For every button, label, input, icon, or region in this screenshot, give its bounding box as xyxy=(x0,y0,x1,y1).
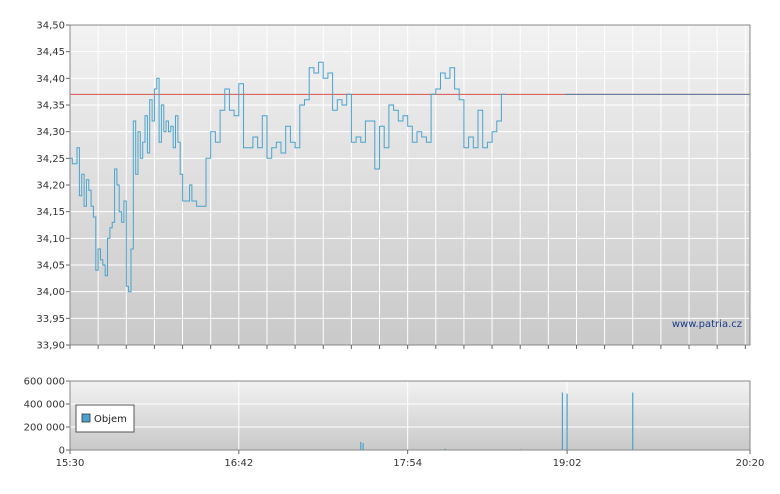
time-x-tick-label: 19:02 xyxy=(553,458,582,469)
price-y-tick-label: 33,90 xyxy=(36,341,65,352)
price-y-tick-label: 34,45 xyxy=(36,47,65,58)
price-y-tick-label: 34,10 xyxy=(36,234,65,245)
legend-label: Objem xyxy=(94,414,127,425)
price-y-tick-label: 34,50 xyxy=(36,21,65,32)
volume-plot-area xyxy=(70,381,750,450)
volume-y-axis: 600 000 400 000 200 000 0 xyxy=(24,377,70,457)
price-y-tick-label: 34,35 xyxy=(36,101,65,112)
time-x-axis: 15:30 16:42 17:54 19:02 20:20 xyxy=(56,450,765,469)
legend: Objem xyxy=(75,404,135,433)
volume-frame xyxy=(69,380,751,451)
volume-y-tick-label: 0 xyxy=(59,446,65,457)
price-chart: 34,50 34,45 34,40 34,35 34,30 34,25 34,20 34,15… xyxy=(36,21,751,352)
price-y-tick-label: 34,05 xyxy=(36,261,65,272)
time-x-tick-label: 16:42 xyxy=(224,458,253,469)
price-y-tick-label: 34,20 xyxy=(36,181,65,192)
volume-bars xyxy=(360,392,634,450)
price-y-tick-label: 33,95 xyxy=(36,314,65,325)
price-y-tick-label: 34,30 xyxy=(36,127,65,138)
price-y-tick-label: 34,15 xyxy=(36,207,65,218)
price-y-tick-label: 34,25 xyxy=(36,154,65,165)
price-grid xyxy=(70,24,750,346)
time-x-tick-label: 20:20 xyxy=(736,458,765,469)
price-frame xyxy=(69,24,751,346)
time-x-tick-label: 15:30 xyxy=(56,458,85,469)
price-x-ticks xyxy=(69,345,746,349)
volume-y-tick-label: 400 000 xyxy=(24,400,65,411)
time-x-tick-label: 17:54 xyxy=(393,458,422,469)
watermark: www.patria.cz xyxy=(672,319,742,330)
volume-chart: 600 000 400 000 200 000 0 15:30 16:42 17:54 19… xyxy=(24,377,765,470)
price-y-tick-label: 34,00 xyxy=(36,287,65,298)
price-series-line xyxy=(70,61,507,293)
volume-y-tick-label: 200 000 xyxy=(24,423,65,434)
legend-swatch xyxy=(81,413,91,423)
price-y-axis: 34,50 34,45 34,40 34,35 34,30 34,25 34,20 34,15… xyxy=(36,21,70,352)
price-y-tick-label: 34,40 xyxy=(36,74,65,85)
volume-y-tick-label: 600 000 xyxy=(24,377,65,388)
